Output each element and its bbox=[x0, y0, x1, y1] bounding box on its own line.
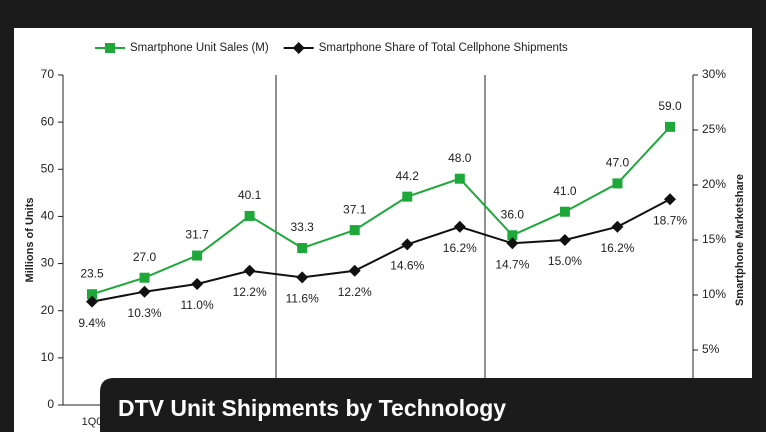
marker bbox=[612, 178, 623, 189]
data-label: 11.6% bbox=[286, 292, 319, 306]
y-tick-label: 20 bbox=[41, 303, 55, 317]
data-label: 48.0 bbox=[448, 151, 472, 165]
data-label: 47.0 bbox=[606, 156, 630, 170]
data-label: 12.2% bbox=[233, 285, 267, 299]
legend: Smartphone Unit Sales (M) Smartphone Shar… bbox=[95, 42, 568, 54]
data-label: 59.0 bbox=[658, 99, 682, 113]
data-label: 14.6% bbox=[390, 259, 424, 273]
y-tick-label: 10 bbox=[41, 350, 55, 364]
marker bbox=[87, 289, 97, 300]
data-label: 44.2 bbox=[396, 169, 420, 183]
data-label: 33.3 bbox=[291, 220, 315, 234]
y-tick-label: 70 bbox=[41, 67, 55, 81]
y2-tick-label: 25% bbox=[702, 122, 726, 136]
marker bbox=[507, 230, 518, 241]
data-label: 40.1 bbox=[238, 188, 262, 202]
marker bbox=[244, 210, 255, 221]
data-label: 9.4% bbox=[78, 316, 106, 330]
plot: 0 10 20 30 40 50 60 70 5% 10% 15% 20% 25% 30% 1Q0 23.5 2… bbox=[41, 67, 727, 428]
marker bbox=[105, 43, 115, 53]
data-label: 23.5 bbox=[80, 266, 104, 280]
chart-background bbox=[14, 28, 752, 432]
data-label: 41.0 bbox=[553, 184, 577, 198]
y2-tick-label: 5% bbox=[702, 342, 720, 356]
marker bbox=[506, 237, 519, 250]
y-tick-label: 40 bbox=[41, 209, 55, 223]
y-tick-label: 50 bbox=[41, 161, 55, 175]
marker bbox=[402, 191, 413, 202]
marker bbox=[664, 193, 676, 206]
marker bbox=[454, 173, 465, 184]
marker bbox=[191, 278, 204, 290]
y2-tick-label: 30% bbox=[702, 67, 726, 81]
marker bbox=[86, 295, 98, 308]
marker bbox=[349, 225, 360, 236]
data-label: 16.2% bbox=[600, 241, 634, 255]
y-tick-label: 30 bbox=[41, 256, 55, 270]
marker bbox=[296, 271, 309, 284]
marker bbox=[453, 220, 466, 233]
y-tick-label: 0 bbox=[47, 397, 54, 411]
overlay-title: DTV Unit Shipments by Technology bbox=[118, 395, 506, 421]
marker bbox=[138, 285, 151, 298]
data-label: 36.0 bbox=[501, 207, 525, 221]
x-tick-label: 1Q0 bbox=[82, 416, 103, 428]
y2-tick-label: 20% bbox=[702, 177, 726, 191]
marker bbox=[665, 121, 675, 132]
legend-label: Smartphone Share of Total Cellphone Ship… bbox=[319, 42, 568, 54]
y-axis-title: Millions of Units bbox=[24, 198, 36, 283]
data-label: 15.0% bbox=[548, 254, 582, 268]
data-label: 31.7 bbox=[185, 228, 209, 242]
marker bbox=[292, 42, 305, 54]
y2-tick-label: 10% bbox=[702, 287, 726, 301]
data-label: 10.3% bbox=[128, 306, 162, 320]
data-label: 27.0 bbox=[133, 250, 157, 264]
data-label: 37.1 bbox=[343, 202, 367, 216]
data-label: 18.7% bbox=[653, 213, 687, 227]
marker bbox=[192, 250, 203, 261]
data-label: 14.7% bbox=[495, 257, 529, 271]
data-label: 16.2% bbox=[443, 241, 477, 255]
data-label: 12.2% bbox=[338, 285, 372, 299]
data-label: 11.0% bbox=[181, 298, 214, 312]
marker bbox=[348, 264, 361, 277]
marker bbox=[559, 206, 570, 217]
marker bbox=[139, 272, 150, 283]
y2-axis-title: Smartphone Marketshare bbox=[734, 174, 746, 306]
marker bbox=[558, 234, 571, 246]
y2-tick-label: 15% bbox=[702, 232, 726, 246]
marker bbox=[297, 243, 308, 254]
marker bbox=[611, 220, 624, 233]
marker bbox=[401, 238, 414, 251]
overlay-banner bbox=[100, 378, 766, 432]
series-line bbox=[91, 198, 671, 303]
series-line bbox=[91, 126, 671, 296]
legend-label: Smartphone Unit Sales (M) bbox=[130, 42, 269, 54]
y-tick-label: 60 bbox=[41, 114, 55, 128]
marker bbox=[243, 264, 256, 277]
